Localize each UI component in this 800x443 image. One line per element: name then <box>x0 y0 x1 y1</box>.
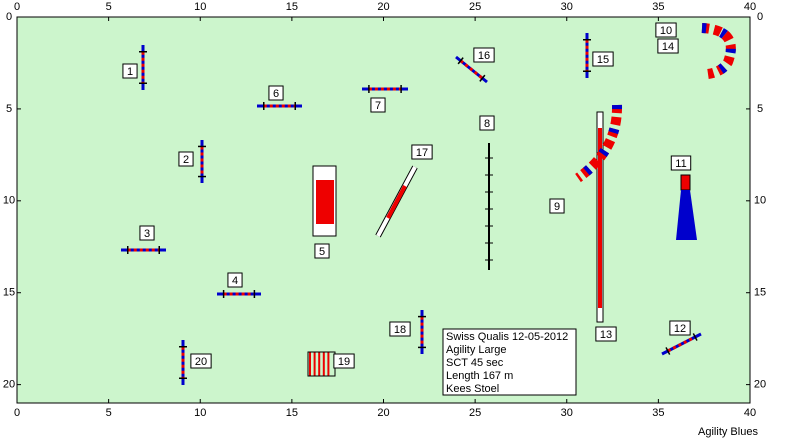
obstacle-label-box <box>669 320 691 336</box>
footer: Agility Blues <box>698 426 758 438</box>
y-tick-label: 15 <box>754 287 766 299</box>
obstacle-label: 13 <box>600 329 612 341</box>
info-line: Swiss Qualis 12-05-2012 <box>446 331 568 343</box>
obstacle-label-box <box>670 155 692 171</box>
jump-stand <box>665 347 671 355</box>
jump-stand <box>692 333 698 341</box>
jump-pole <box>459 59 484 80</box>
y-tick-label: 20 <box>3 379 15 391</box>
obstacle-label-box <box>655 22 677 38</box>
y-tick-label: 5 <box>757 103 763 115</box>
plot-area <box>16 16 751 404</box>
obstacle-label: 19 <box>338 356 350 368</box>
obstacle-label: 14 <box>662 41 674 53</box>
x-tick-label: 15 <box>286 407 298 419</box>
obstacle-label: 1 <box>127 66 133 78</box>
obstacle-label-box <box>657 38 679 54</box>
x-tick-label: 10 <box>194 1 206 13</box>
curved-tunnel <box>701 23 736 79</box>
obstacle-label-box <box>314 243 330 259</box>
obstacle-label: 11 <box>675 158 686 170</box>
obstacle-label: 9 <box>554 201 560 213</box>
y-tick-label: 10 <box>3 195 15 207</box>
x-tick-label: 15 <box>286 1 298 13</box>
obstacle-label-box <box>178 151 194 167</box>
x-tick-label: 35 <box>652 1 664 13</box>
obstacle-label: 16 <box>478 50 490 62</box>
jump-pole <box>667 335 696 353</box>
obstacles <box>121 23 736 385</box>
obstacle-label-box <box>139 225 155 241</box>
obstacle-label-box <box>268 85 284 101</box>
obstacle-label: 2 <box>183 154 189 166</box>
x-tick-label: 40 <box>744 407 756 419</box>
y-tick-label: 15 <box>3 287 15 299</box>
obstacle-label: 18 <box>394 324 406 336</box>
x-tick-label: 0 <box>14 1 20 13</box>
info-box <box>442 328 577 396</box>
obstacle-label: 10 <box>660 25 672 37</box>
info-line: Agility Large <box>446 344 507 356</box>
obstacle-label-box <box>122 63 138 79</box>
info-line: Length 167 m <box>446 370 513 382</box>
obstacle-label: 3 <box>144 228 150 240</box>
obstacle-label-box <box>227 272 243 288</box>
info-line: SCT 45 sec <box>446 357 504 369</box>
x-tick-label: 20 <box>377 407 389 419</box>
obstacle-label-box <box>549 198 565 214</box>
x-tick-label: 30 <box>561 407 573 419</box>
obstacle-label-box <box>190 353 212 369</box>
obstacle-label: 12 <box>674 323 686 335</box>
info-line: Kees Stoel <box>446 383 499 395</box>
obstacle-label: 4 <box>232 275 238 287</box>
x-tick-label: 20 <box>377 1 389 13</box>
obstacle-label: 6 <box>273 88 279 100</box>
x-tick-label: 40 <box>744 1 756 13</box>
x-tick-label: 10 <box>194 407 206 419</box>
chute-cloth <box>676 190 697 240</box>
obstacle-label-box <box>370 97 386 113</box>
x-tick-label: 25 <box>469 407 481 419</box>
obstacle-label: 17 <box>416 147 428 159</box>
obstacle-label-box <box>389 321 411 337</box>
wall <box>386 185 407 219</box>
x-tick-label: 5 <box>106 407 112 419</box>
jump-stand <box>479 74 486 82</box>
obstacle-label-box <box>479 115 495 131</box>
x-tick-label: 25 <box>469 1 481 13</box>
obstacle-label-box <box>473 47 495 63</box>
obstacle-label-box <box>592 51 614 67</box>
y-tick-label: 10 <box>754 195 766 207</box>
y-tick-label: 20 <box>754 379 766 391</box>
obstacle-label-box <box>595 326 617 342</box>
chute-entry <box>680 174 691 191</box>
y-tick-label: 0 <box>6 11 12 23</box>
obstacle-label-box <box>333 353 355 369</box>
obstacle-label-box <box>411 144 433 160</box>
y-tick-label: 5 <box>6 103 12 115</box>
x-tick-label: 5 <box>106 1 112 13</box>
jump-stand <box>457 57 464 65</box>
obstacle-label: 15 <box>597 54 609 66</box>
y-tick-label: 0 <box>757 11 763 23</box>
obstacle-label: 7 <box>375 100 381 112</box>
curved-tunnel <box>575 104 623 183</box>
x-tick-label: 30 <box>561 1 573 13</box>
x-tick-label: 35 <box>652 407 664 419</box>
dogwalk-body <box>598 128 602 308</box>
tunnel-body <box>316 180 334 224</box>
obstacle-label: 8 <box>484 118 490 130</box>
obstacle-label: 20 <box>195 356 207 368</box>
obstacle-label: 5 <box>319 246 325 258</box>
x-tick-label: 0 <box>14 407 20 419</box>
